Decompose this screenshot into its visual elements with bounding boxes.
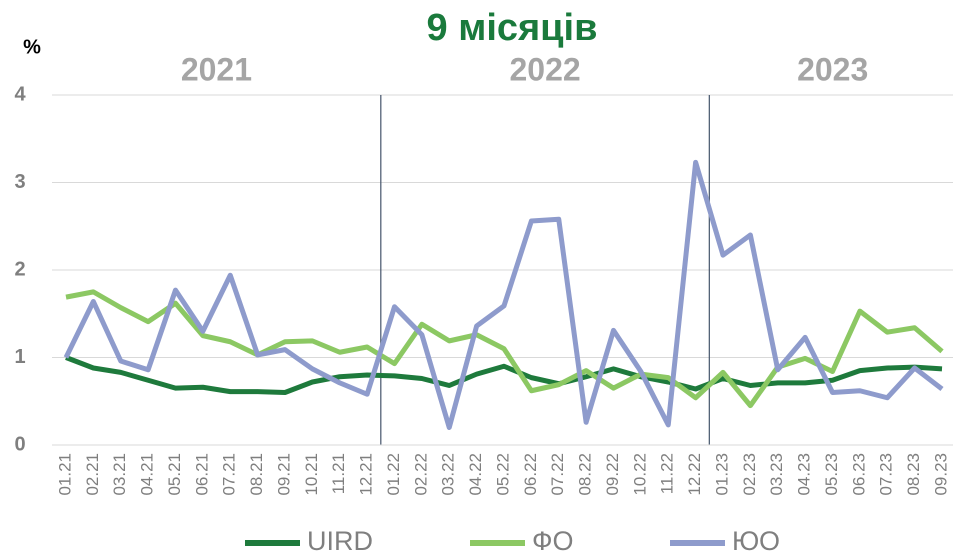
x-tick-label: 10.21 <box>302 453 321 496</box>
x-tick-label: 07.21 <box>220 453 239 496</box>
series-line <box>65 289 944 409</box>
x-tick-label: 08.21 <box>247 453 266 496</box>
x-tick-label: 12.21 <box>357 453 376 496</box>
legend-label: ФО <box>532 526 574 556</box>
x-tick-label: 04.22 <box>466 453 485 496</box>
x-tick-label: 10.22 <box>630 453 649 496</box>
x-tick-label: 02.21 <box>83 453 102 496</box>
x-tick-label: 06.23 <box>849 453 868 496</box>
x-tick-label: 11.22 <box>658 453 677 494</box>
x-tick-label: 04.23 <box>795 453 814 496</box>
x-tick-label: 01.22 <box>384 453 403 496</box>
y-tick-label: 0 <box>14 433 25 455</box>
y-tick-label: 1 <box>14 346 25 368</box>
series-line <box>65 355 943 395</box>
x-tick-label: 04.21 <box>138 453 157 496</box>
series-line <box>63 159 944 430</box>
chart-title: 9 місяців <box>427 7 598 49</box>
x-tick-label: 12.22 <box>685 453 704 496</box>
legend-label: UIRD <box>307 526 373 556</box>
x-tick-label: 01.21 <box>55 453 74 496</box>
x-tick-label: 03.22 <box>439 453 458 496</box>
x-tick-label: 03.21 <box>110 453 129 496</box>
x-tick-label: 02.23 <box>740 453 759 496</box>
x-tick-label: 05.22 <box>493 453 512 496</box>
x-tick-label: 05.21 <box>165 453 184 496</box>
y-tick-label: 2 <box>14 258 25 280</box>
x-tick-label: 01.23 <box>712 453 731 496</box>
period-label: 2021 <box>181 51 252 87</box>
x-tick-label: 09.22 <box>603 453 622 496</box>
period-label: 2023 <box>797 51 868 87</box>
x-tick-label: 02.22 <box>411 453 430 496</box>
y-tick-label: 4 <box>14 83 26 105</box>
period-label: 2022 <box>509 51 580 87</box>
x-tick-label: 08.22 <box>576 453 595 496</box>
x-tick-label: 09.21 <box>274 453 293 496</box>
x-tick-label: 03.23 <box>767 453 786 496</box>
x-tick-label: 11.21 <box>329 453 348 494</box>
y-axis-label: % <box>23 36 41 58</box>
x-tick-label: 05.23 <box>822 453 841 496</box>
x-tick-label: 08.23 <box>904 453 923 496</box>
x-tick-label: 09.23 <box>931 453 950 496</box>
x-tick-label: 07.22 <box>548 453 567 496</box>
x-tick-label: 07.23 <box>877 453 896 496</box>
legend-label: ЮО <box>732 526 780 556</box>
x-tick-label: 06.22 <box>521 453 540 496</box>
x-tick-label: 06.21 <box>192 453 211 496</box>
y-tick-label: 3 <box>14 171 25 193</box>
